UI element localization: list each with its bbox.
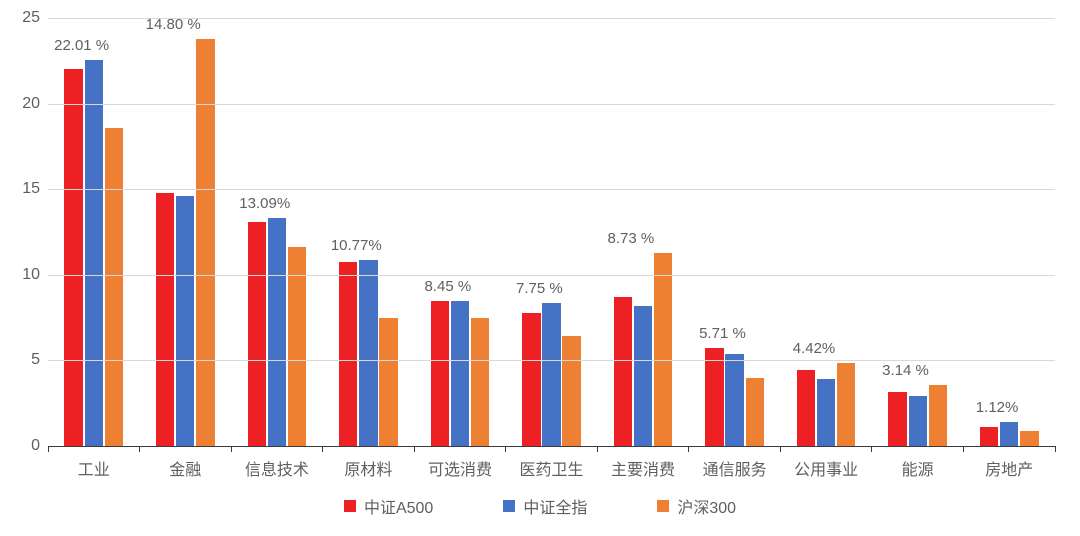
- category-label: 通信服务: [703, 446, 767, 480]
- value-label: 10.77%: [331, 237, 382, 254]
- legend: 中证A500 中证全指 沪深300: [0, 494, 1080, 518]
- x-tick-mark: [505, 446, 506, 452]
- bar: [1020, 431, 1038, 446]
- value-label: 22.01 %: [54, 37, 109, 54]
- sector-weight-chart: 0 5 10 15 20 25 工业 金融 信息技术 原材料 可选消费医药卫生主要消费通信服务公用事…: [0, 0, 1080, 536]
- bar: [359, 260, 377, 446]
- category-label: 工业: [78, 446, 110, 480]
- bar: [451, 301, 469, 446]
- value-label: 14.80 %: [146, 16, 201, 33]
- category-label: 金融: [169, 446, 201, 480]
- bar: [268, 218, 286, 446]
- bar: [746, 378, 764, 446]
- y-tick-label: 5: [31, 351, 48, 369]
- y-tick-label: 0: [31, 437, 48, 455]
- x-tick-mark: [597, 446, 598, 452]
- plot-area: 0510152025工业金融信息技术原材料可选消费医药卫生主要消费通信服务公用事…: [48, 18, 1055, 446]
- category-label: 可选消费: [428, 446, 492, 480]
- category-label: 能源: [902, 446, 934, 480]
- legend-label: 沪深300: [677, 494, 736, 518]
- category-label: 主要消费: [611, 446, 675, 480]
- bar: [888, 392, 906, 446]
- bar: [562, 336, 580, 446]
- bar: [909, 396, 927, 446]
- value-label: 1.12%: [976, 399, 1019, 416]
- bar: [288, 247, 306, 446]
- legend-item: 中证全指: [503, 494, 587, 518]
- x-tick-mark: [231, 446, 232, 452]
- category-label: 原材料: [344, 446, 392, 480]
- y-tick-label: 25: [22, 9, 48, 27]
- category-label: 房地产: [985, 446, 1033, 480]
- value-label: 7.75 %: [516, 280, 563, 297]
- category-label: 信息技术: [245, 446, 309, 480]
- legend-swatch: [657, 500, 669, 512]
- category-label: 公用事业: [794, 446, 858, 480]
- bar: [105, 128, 123, 446]
- legend-item: 沪深300: [657, 494, 736, 518]
- y-tick-label: 20: [22, 95, 48, 113]
- bar: [85, 60, 103, 446]
- gridline: [48, 275, 1055, 276]
- value-label: 8.45 %: [424, 278, 471, 295]
- bar: [379, 318, 397, 446]
- bar: [248, 222, 266, 446]
- value-label: 8.73 %: [608, 230, 655, 247]
- value-label: 5.71 %: [699, 325, 746, 342]
- x-tick-mark: [414, 446, 415, 452]
- value-label: 3.14 %: [882, 362, 929, 379]
- bar: [837, 363, 855, 446]
- x-tick-mark: [322, 446, 323, 452]
- x-tick-mark: [963, 446, 964, 452]
- bar: [1000, 422, 1018, 446]
- bar: [196, 39, 214, 446]
- category-label: 医药卫生: [519, 446, 583, 480]
- value-label: 13.09%: [239, 195, 290, 212]
- bar: [705, 348, 723, 446]
- bar: [929, 385, 947, 446]
- bars-layer: [48, 18, 1055, 446]
- bar: [522, 313, 540, 446]
- bar: [176, 196, 194, 446]
- gridline: [48, 189, 1055, 190]
- x-tick-mark: [1055, 446, 1056, 452]
- x-tick-mark: [871, 446, 872, 452]
- bar: [980, 427, 998, 446]
- bar: [156, 193, 174, 446]
- legend-label: 中证全指: [523, 494, 587, 518]
- x-tick-mark: [780, 446, 781, 452]
- bar: [542, 303, 560, 446]
- value-label: 4.42%: [793, 340, 836, 357]
- y-tick-label: 10: [22, 266, 48, 284]
- bar: [654, 253, 672, 446]
- legend-swatch: [344, 500, 356, 512]
- bar: [64, 69, 82, 446]
- bar: [797, 370, 815, 446]
- bar: [339, 262, 357, 446]
- x-tick-mark: [48, 446, 49, 452]
- y-tick-label: 15: [22, 180, 48, 198]
- bar: [471, 318, 489, 446]
- legend-item: 中证A500: [344, 494, 433, 518]
- gridline: [48, 104, 1055, 105]
- x-tick-mark: [688, 446, 689, 452]
- bar: [817, 379, 835, 446]
- legend-label: 中证A500: [364, 494, 433, 518]
- bar: [634, 306, 652, 446]
- x-tick-mark: [139, 446, 140, 452]
- legend-swatch: [503, 500, 515, 512]
- bar: [725, 354, 743, 446]
- bar: [614, 297, 632, 446]
- bar: [431, 301, 449, 446]
